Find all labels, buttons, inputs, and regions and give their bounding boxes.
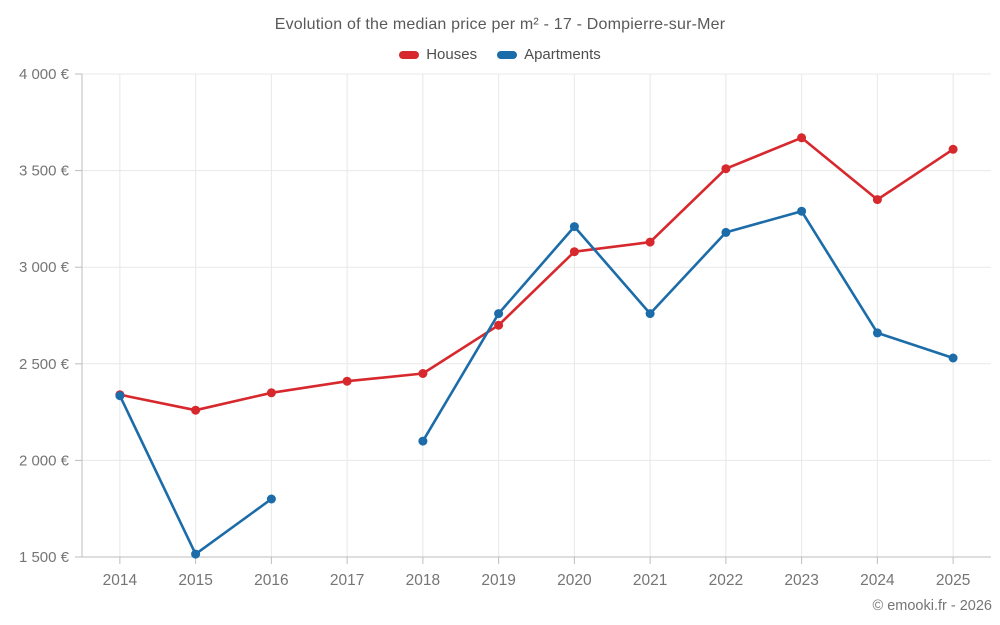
y-tick-label: 3 500 € xyxy=(19,163,70,180)
apartments-legend-label: Apartments xyxy=(524,46,601,63)
houses-point[interactable] xyxy=(948,144,958,154)
houses-point[interactable] xyxy=(418,369,428,378)
y-tick-label: 3 000 € xyxy=(19,259,70,276)
houses-point[interactable] xyxy=(342,376,352,386)
apartments-point[interactable] xyxy=(418,436,428,446)
houses-point[interactable] xyxy=(569,247,579,257)
x-tick-label: 2018 xyxy=(406,572,440,589)
apartments-legend-swatch xyxy=(497,50,518,59)
x-tick-label: 2020 xyxy=(557,572,592,589)
apartments-point[interactable] xyxy=(797,206,807,216)
apartments-point[interactable] xyxy=(721,227,731,237)
copyright: © emooki.fr - 2026 xyxy=(872,598,992,614)
x-tick-label: 2015 xyxy=(178,572,212,589)
apartments-point[interactable] xyxy=(569,222,579,232)
houses-legend-swatch xyxy=(399,50,420,59)
y-tick-label: 1 500 € xyxy=(19,549,70,566)
houses-point[interactable] xyxy=(494,320,504,330)
x-tick-label: 2024 xyxy=(860,572,895,589)
apartments-point[interactable] xyxy=(948,353,958,363)
houses-point[interactable] xyxy=(721,164,731,174)
x-tick-label: 2014 xyxy=(103,572,138,589)
x-tick-label: 2023 xyxy=(784,572,818,589)
apartments-line xyxy=(118,209,955,556)
x-tick-label: 2021 xyxy=(633,572,667,589)
apartments-point[interactable] xyxy=(645,309,655,319)
legend-item-apartments[interactable]: Apartments xyxy=(497,46,601,63)
apartments-point[interactable] xyxy=(266,494,276,504)
houses-point[interactable] xyxy=(797,133,807,143)
apartments-point[interactable] xyxy=(872,328,882,338)
x-tick-label: 2025 xyxy=(936,572,970,589)
houses-point[interactable] xyxy=(645,237,655,247)
x-tick-label: 2017 xyxy=(330,572,364,589)
apartments-point[interactable] xyxy=(115,391,125,401)
y-tick-label: 4 000 € xyxy=(19,66,70,83)
houses-legend-label: Houses xyxy=(426,46,478,63)
houses-line xyxy=(118,136,955,412)
apartments-point[interactable] xyxy=(191,549,201,559)
x-tick-label: 2019 xyxy=(481,572,515,589)
apartments-point[interactable] xyxy=(494,309,504,319)
x-tick-label: 2022 xyxy=(709,572,743,589)
y-tick-label: 2 500 € xyxy=(19,356,70,373)
houses-point[interactable] xyxy=(872,195,882,205)
houses-point[interactable] xyxy=(191,405,201,415)
chart-title: Evolution of the median price per m² - 1… xyxy=(274,16,726,33)
x-tick-label: 2016 xyxy=(254,572,288,589)
houses-point[interactable] xyxy=(266,388,276,398)
legend-item-houses[interactable]: Houses xyxy=(399,46,477,63)
y-tick-label: 2 000 € xyxy=(19,452,70,469)
legend: Houses Apartments xyxy=(0,46,1000,63)
